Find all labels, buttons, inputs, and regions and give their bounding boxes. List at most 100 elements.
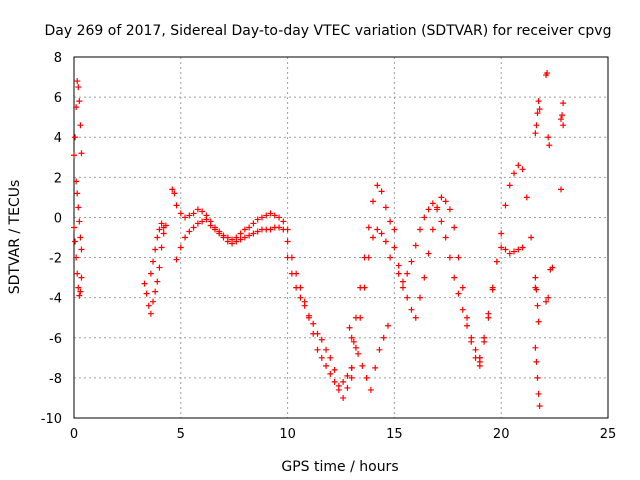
data-point xyxy=(147,310,154,317)
data-point xyxy=(511,248,518,255)
data-point xyxy=(429,226,436,233)
plot-frame xyxy=(73,56,609,419)
chart-title: Day 269 of 2017, Sidereal Day-to-day VTE… xyxy=(45,23,612,39)
data-point xyxy=(378,188,385,195)
data-point xyxy=(502,246,509,253)
data-point xyxy=(446,254,453,261)
data-point xyxy=(558,116,565,123)
data-point xyxy=(534,374,541,381)
data-point xyxy=(340,394,347,401)
y-tick-label: -6 xyxy=(49,332,62,347)
data-point xyxy=(156,264,163,271)
data-point xyxy=(374,182,381,189)
data-point xyxy=(154,278,161,285)
data-point xyxy=(558,186,565,193)
data-point xyxy=(519,166,526,173)
data-point xyxy=(404,294,411,301)
data-point xyxy=(357,314,364,321)
x-tick-label: 20 xyxy=(493,427,510,442)
data-point xyxy=(346,324,353,331)
data-point xyxy=(493,258,500,265)
data-point xyxy=(344,384,351,391)
data-point xyxy=(75,204,82,211)
data-point xyxy=(511,170,518,177)
data-point xyxy=(246,224,253,231)
data-point xyxy=(438,218,445,225)
data-point xyxy=(434,204,441,211)
data-point xyxy=(288,270,295,277)
data-point xyxy=(412,314,419,321)
data-point xyxy=(158,244,165,251)
data-point xyxy=(156,226,163,233)
y-tick-label: 2 xyxy=(54,171,62,186)
data-point xyxy=(76,98,83,105)
data-point xyxy=(387,254,394,261)
y-axis-label: SDTVAR / TECUs xyxy=(7,180,23,295)
data-point xyxy=(352,344,359,351)
data-point xyxy=(169,186,176,193)
data-point xyxy=(250,220,257,227)
data-point xyxy=(145,302,152,309)
data-point xyxy=(77,234,84,241)
data-point xyxy=(310,320,317,327)
data-point xyxy=(408,258,415,265)
data-point xyxy=(532,130,539,137)
data-point xyxy=(160,224,167,231)
data-point xyxy=(535,318,542,325)
y-tick-label: 4 xyxy=(54,131,62,146)
data-point xyxy=(284,238,291,245)
data-point xyxy=(536,106,543,113)
data-point xyxy=(216,230,223,237)
data-point xyxy=(425,206,432,213)
x-tick-label: 25 xyxy=(600,427,617,442)
data-point xyxy=(150,298,157,305)
data-point xyxy=(280,226,287,233)
data-point xyxy=(451,224,458,231)
data-point xyxy=(190,224,197,231)
data-point xyxy=(263,212,270,219)
data-point xyxy=(533,286,540,293)
data-point xyxy=(348,364,355,371)
data-point xyxy=(476,354,483,361)
data-point xyxy=(535,390,542,397)
data-point xyxy=(71,224,77,231)
x-tick-label: 5 xyxy=(177,427,185,442)
data-point xyxy=(515,246,522,253)
data-point xyxy=(560,122,567,129)
data-point xyxy=(534,110,541,117)
data-point xyxy=(75,284,82,291)
data-point xyxy=(78,150,85,157)
grid-lines xyxy=(73,56,609,419)
data-point xyxy=(481,334,488,341)
data-point xyxy=(459,306,466,313)
data-point xyxy=(399,278,406,285)
data-point xyxy=(143,290,150,297)
data-point xyxy=(506,250,513,257)
data-point xyxy=(297,294,304,301)
data-point xyxy=(237,236,244,243)
data-point xyxy=(173,256,180,263)
data-point xyxy=(468,334,475,341)
data-point xyxy=(533,122,540,129)
data-point xyxy=(363,374,370,381)
data-point xyxy=(455,290,462,297)
data-point xyxy=(71,152,77,159)
data-point xyxy=(533,358,540,365)
data-point xyxy=(207,222,214,229)
data-point xyxy=(340,378,347,385)
data-point xyxy=(502,202,509,209)
data-point xyxy=(254,216,261,223)
data-point xyxy=(75,84,82,91)
data-point xyxy=(395,270,402,277)
data-point xyxy=(241,226,248,233)
data-point xyxy=(335,382,342,389)
data-point xyxy=(560,100,567,107)
data-point xyxy=(72,134,79,141)
data-point xyxy=(271,212,278,219)
data-point xyxy=(73,254,80,261)
data-point xyxy=(404,270,411,277)
data-point xyxy=(72,238,79,245)
data-point xyxy=(171,190,178,197)
data-point xyxy=(451,274,458,281)
data-point xyxy=(370,234,377,241)
